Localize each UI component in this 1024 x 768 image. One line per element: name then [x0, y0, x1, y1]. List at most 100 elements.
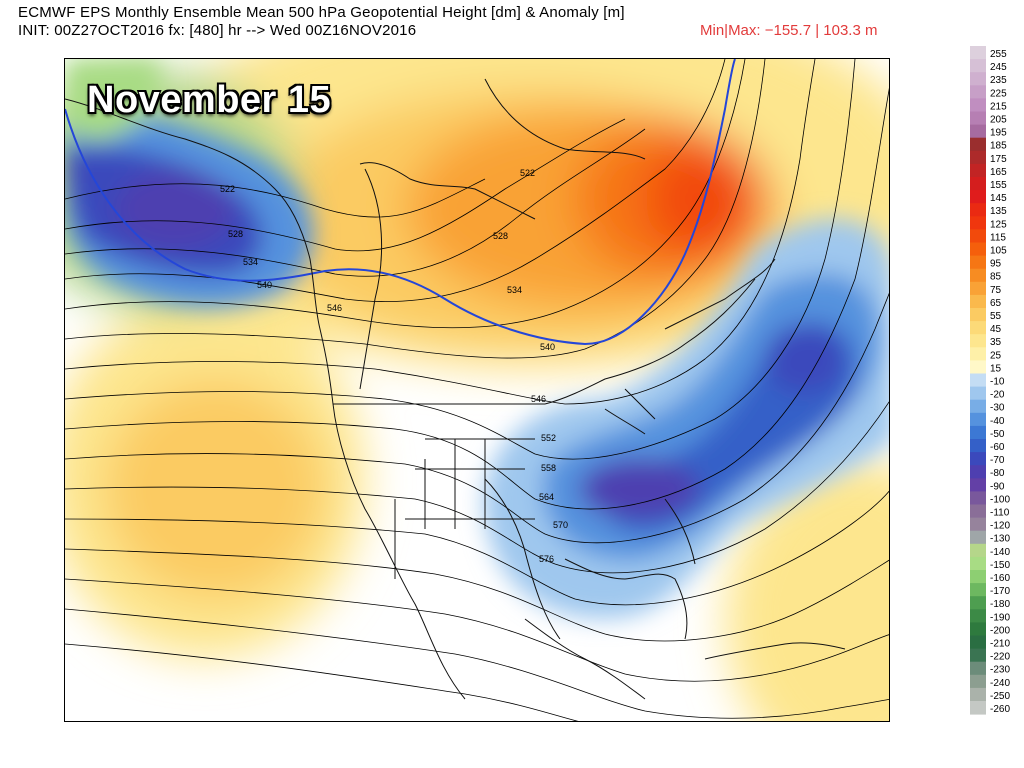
colorbar-swatch — [970, 177, 986, 191]
colorbar-label: -180 — [990, 599, 1010, 610]
colorbar-swatch — [970, 373, 986, 388]
colorbar-swatch — [970, 465, 986, 479]
colorbar-swatch — [970, 648, 986, 663]
colorbar-label: 135 — [990, 206, 1007, 217]
colorbar-label: 55 — [990, 311, 1002, 322]
colorbar-label: -70 — [990, 455, 1005, 466]
colorbar-label: -160 — [990, 573, 1010, 584]
colorbar-swatch — [970, 242, 986, 257]
colorbar-swatch — [970, 229, 986, 243]
colorbar-label: 155 — [990, 180, 1007, 191]
colorbar-swatch — [970, 570, 986, 584]
colorbar-swatch — [970, 596, 986, 610]
init-forecast-info: INIT: 00Z27OCT2016 fx: [480] hr --> Wed … — [18, 22, 417, 39]
colorbar-swatch — [970, 674, 986, 689]
contour-label: 552 — [541, 433, 556, 443]
colorbar-label: -110 — [990, 508, 1010, 519]
colorbar-label: 75 — [990, 285, 1002, 296]
colorbar-label: 45 — [990, 324, 1002, 335]
contour-label: 528 — [228, 229, 243, 239]
colorbar-swatch — [970, 622, 986, 636]
colorbar-swatch — [970, 255, 986, 270]
colorbar-swatch — [970, 124, 986, 139]
contour-540-line — [65, 59, 736, 346]
colorbar-label: -20 — [990, 390, 1005, 401]
colorbar-swatch — [970, 687, 986, 702]
chart-title: ECMWF EPS Monthly Ensemble Mean 500 hPa … — [18, 4, 625, 21]
colorbar-label: -240 — [990, 678, 1010, 689]
colorbar-swatch — [970, 59, 986, 73]
colorbar-swatch — [970, 46, 986, 60]
contour-label: 564 — [539, 492, 554, 502]
colorbar-swatch — [970, 556, 986, 571]
contour-label: 534 — [507, 285, 522, 295]
contour-label: 528 — [493, 231, 508, 241]
colorbar-swatch — [970, 399, 986, 414]
contour-label: 576 — [539, 554, 554, 564]
colorbar-swatch — [970, 216, 986, 230]
colorbar-swatch — [970, 203, 986, 217]
colorbar-label: 255 — [990, 49, 1007, 60]
colorbar-label: 245 — [990, 62, 1007, 73]
colorbar-label: -90 — [990, 481, 1005, 492]
contour-label: 546 — [531, 394, 546, 404]
colorbar-swatch — [970, 294, 986, 309]
colorbar-swatch — [970, 635, 986, 650]
colorbar-label: 95 — [990, 259, 1002, 270]
colorbar-swatch — [970, 308, 986, 322]
colorbar-label: 125 — [990, 219, 1007, 230]
colorbar-swatch — [970, 452, 986, 466]
colorbar-swatch — [970, 386, 986, 401]
colorbar-label: -40 — [990, 416, 1005, 427]
contour-label: 540 — [540, 342, 555, 352]
colorbar-label: -100 — [990, 494, 1010, 505]
colorbar-label: 25 — [990, 350, 1002, 361]
colorbar-label: 185 — [990, 141, 1007, 152]
colorbar-label: 215 — [990, 101, 1007, 112]
coastlines-and-borders — [65, 78, 846, 700]
colorbar-swatch — [970, 163, 986, 178]
contour-label: 522 — [520, 168, 535, 178]
colorbar-label: -250 — [990, 691, 1010, 702]
colorbar-label: 225 — [990, 88, 1007, 99]
colorbar-swatch — [970, 504, 986, 519]
colorbar-swatch — [970, 190, 986, 204]
colorbar-swatch — [970, 478, 986, 492]
colorbar-label: -10 — [990, 377, 1005, 388]
colorbar-label: 15 — [990, 363, 1002, 374]
contour-label: 570 — [553, 520, 568, 530]
map-canvas: 522 522 528 528 534 534 540 540 546 546 … — [65, 59, 889, 721]
colorbar-swatch — [970, 412, 986, 427]
colorbar-swatch — [970, 609, 986, 623]
map-overlay-title: November 15 — [87, 79, 332, 121]
min-max-readout: Min|Max: −155.7 | 103.3 m — [700, 22, 878, 39]
colorbar-label: 195 — [990, 128, 1007, 139]
colorbar-swatch — [970, 321, 986, 335]
colorbar-swatch — [970, 530, 986, 545]
colorbar-label: -60 — [990, 442, 1005, 453]
contour-label: 534 — [243, 257, 258, 267]
colorbar-label: 115 — [990, 232, 1006, 243]
colorbar-label: 35 — [990, 337, 1002, 348]
colorbar-swatch — [970, 491, 986, 505]
colorbar-swatch — [970, 701, 986, 715]
colorbar-label: -230 — [990, 665, 1010, 676]
colorbar-label: -210 — [990, 639, 1010, 650]
colorbar-swatch — [970, 517, 986, 532]
colorbar-label: -130 — [990, 534, 1010, 545]
contour-label: 558 — [541, 463, 556, 473]
colorbar-label: -80 — [990, 468, 1005, 479]
colorbar-label: -140 — [990, 547, 1010, 558]
colorbar-swatch — [970, 111, 986, 126]
anomaly-map: 522 522 528 528 534 534 540 540 546 546 … — [64, 58, 890, 722]
colorbar-swatch — [970, 583, 986, 597]
colorbar-swatch — [970, 661, 986, 676]
colorbar-swatch — [970, 150, 986, 165]
colorbar-swatch — [970, 334, 986, 348]
colorbar-swatch — [970, 543, 986, 558]
colorbar-swatch — [970, 360, 986, 374]
colorbar-swatch — [970, 98, 986, 112]
colorbar-label: 85 — [990, 272, 1002, 283]
colorbar-label: -150 — [990, 560, 1010, 571]
colorbar-label: -220 — [990, 652, 1010, 663]
